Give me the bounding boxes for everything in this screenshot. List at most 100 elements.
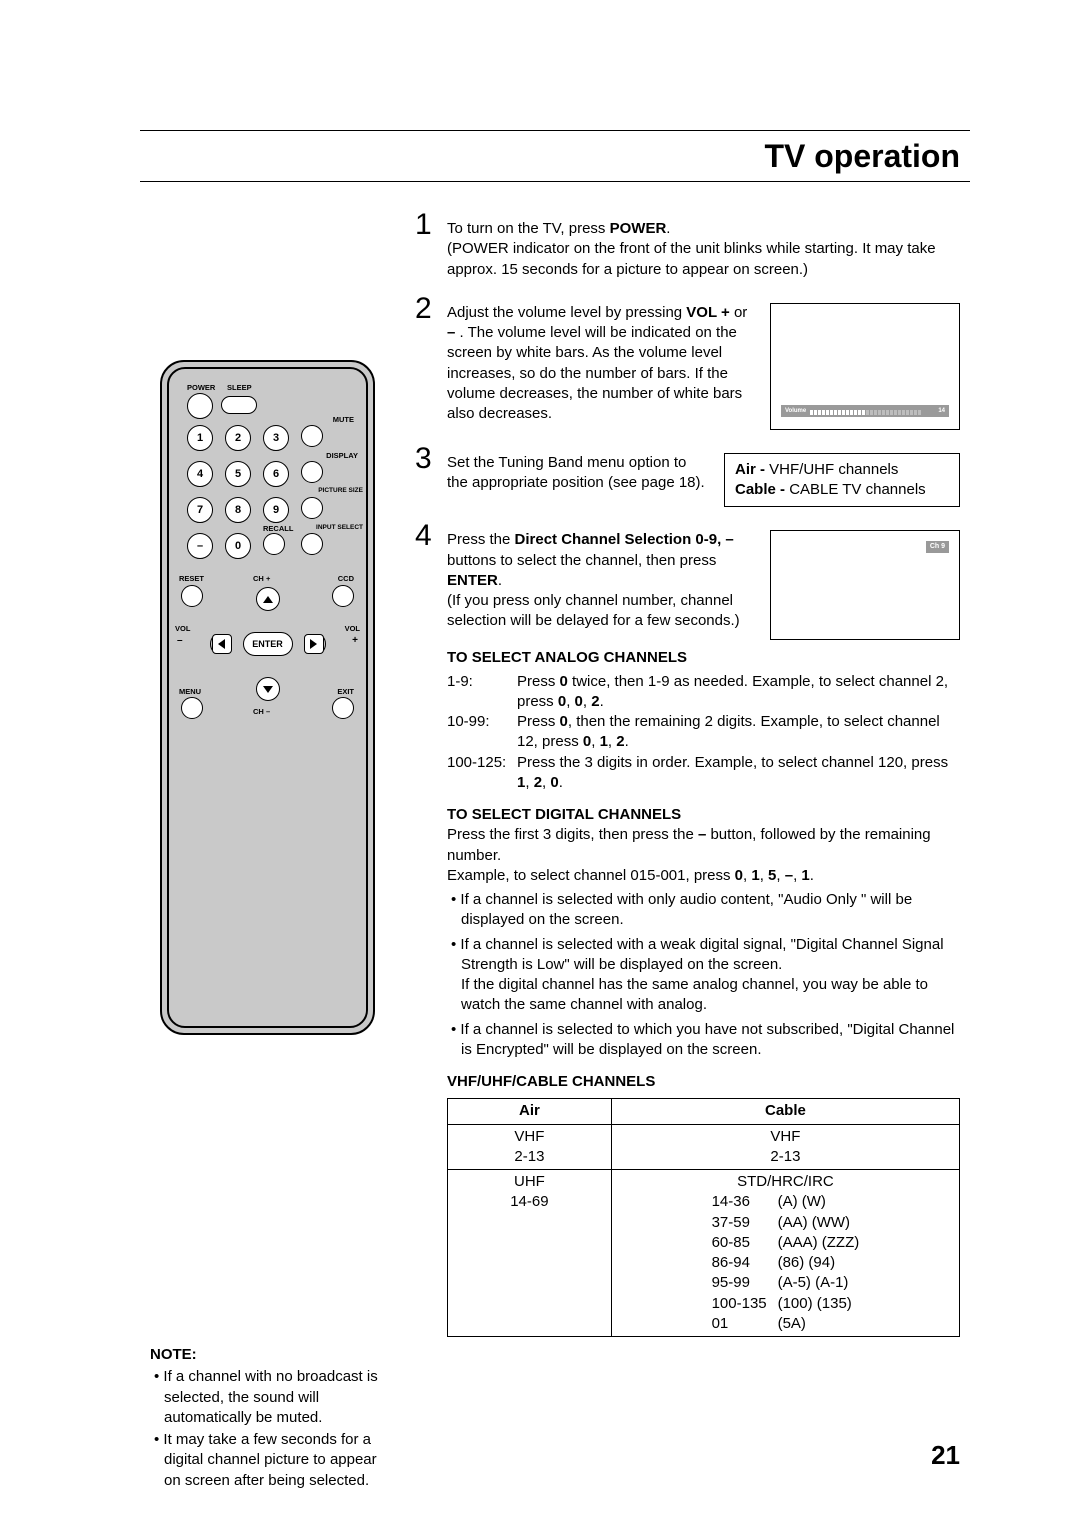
ch-down-button[interactable]: [256, 677, 280, 701]
voln-label: VOL: [175, 624, 190, 634]
step-1: 1 To turn on the TV, press POWER. (POWER…: [415, 210, 960, 280]
num-4-button[interactable]: 4: [187, 461, 213, 487]
sleep-label: SLEEP: [227, 383, 252, 393]
a-r3-txt: Press the 3 digits in order. Example, to…: [517, 753, 960, 794]
page-number: 21: [931, 1438, 960, 1473]
volume-screen: Volume 14: [770, 303, 960, 430]
band-box: Air - VHF/UHF channels Cable - CABLE TV …: [724, 453, 960, 508]
vhf-heading: VHF/UHF/CABLE CHANNELS: [447, 1072, 960, 1092]
s4-a: Press the: [447, 531, 515, 548]
digital-heading: TO SELECT DIGITAL CHANNELS: [447, 805, 960, 825]
exit-label: EXIT: [337, 687, 354, 697]
ch-tag: Ch 9: [926, 541, 949, 552]
s1-text-d: (POWER indicator on the front of the uni…: [447, 239, 960, 280]
input-button[interactable]: [301, 533, 323, 555]
digital-b3: If a channel is selected to which you ha…: [447, 1020, 960, 1061]
num-5-button[interactable]: 5: [225, 461, 251, 487]
sleep-button[interactable]: [221, 396, 257, 414]
channel-screen: Ch 9: [770, 530, 960, 640]
a-r2-lbl: 10-99:: [447, 712, 517, 753]
voln-sign: –: [177, 634, 183, 648]
power-label: POWER: [187, 383, 215, 393]
right-column: 1 To turn on the TV, press POWER. (POWER…: [415, 210, 960, 1491]
enter-button[interactable]: ENTER: [243, 632, 293, 656]
display-button[interactable]: [301, 461, 323, 483]
ch-up-button[interactable]: [256, 587, 280, 611]
title-bar: TV operation: [140, 130, 970, 182]
band2b: CABLE TV channels: [789, 481, 925, 498]
vol-up-button[interactable]: [304, 634, 324, 654]
analog-list: 1-9:Press 0 twice, then 1-9 as needed. E…: [447, 672, 960, 794]
dpad: ENTER: [198, 585, 338, 703]
band2a: Cable -: [735, 481, 789, 498]
s1-text-b: POWER: [610, 220, 667, 237]
air-uhf: UHF14-69: [448, 1170, 612, 1337]
s4-b: Direct Channel Selection 0-9, –: [515, 531, 734, 548]
vol-label: Volume: [785, 407, 806, 415]
s4-d: ENTER: [447, 572, 498, 589]
a-r1-txt: Press 0 twice, then 1-9 as needed. Examp…: [517, 672, 960, 713]
digital-b2: If a channel is selected with a weak dig…: [447, 935, 960, 1016]
num-2-button[interactable]: 2: [225, 425, 251, 451]
a-r1-lbl: 1-9:: [447, 672, 517, 713]
mute-button[interactable]: [301, 425, 323, 447]
cable-std: STD/HRC/IRC 14-36(A) (W)37-59(AA) (WW)60…: [611, 1170, 959, 1337]
a-r3-lbl: 100-125:: [447, 753, 517, 794]
note-2: It may take a few seconds for a digital …: [150, 1430, 385, 1491]
s4-f: (If you press only channel number, chann…: [447, 591, 756, 632]
band1b: VHF/UHF channels: [769, 461, 898, 478]
step-3: 3 Set the Tuning Band menu option to the…: [415, 444, 960, 508]
remote-control: POWER SLEEP MUTE 1 2 3 DISPLAY 4 5 6 PIC…: [160, 360, 375, 1035]
dash-button[interactable]: –: [187, 533, 213, 559]
note-section: NOTE: If a channel with no broadcast is …: [150, 1345, 385, 1491]
s2-a: Adjust the volume level by pressing: [447, 304, 686, 321]
s3-text: Set the Tuning Band menu option to the a…: [447, 453, 710, 494]
reset-label: RESET: [179, 574, 204, 584]
num-8-button[interactable]: 8: [225, 497, 251, 523]
num-6-button[interactable]: 6: [263, 461, 289, 487]
s2-e: . The volume level will be indicated on …: [447, 324, 742, 422]
step-2: 2 Adjust the volume level by pressing VO…: [415, 294, 960, 430]
chm-label: CH –: [253, 707, 270, 717]
vol-segments: [810, 401, 922, 421]
recall-label: RECALL: [263, 524, 293, 534]
s1-text-c: .: [666, 220, 670, 237]
s2-b: VOL +: [686, 304, 730, 321]
note-1: If a channel with no broadcast is select…: [150, 1367, 385, 1428]
power-button[interactable]: [187, 393, 213, 419]
vol-down-button[interactable]: [212, 634, 232, 654]
page-title: TV operation: [140, 135, 970, 178]
num-3-button[interactable]: 3: [263, 425, 289, 451]
digital-p2: Example, to select channel 015-001, pres…: [447, 866, 960, 886]
s4-e: .: [498, 572, 502, 589]
vol-value: 14: [938, 407, 945, 415]
channel-table: AirCable VHF2-13 VHF2-13 UHF14-69 STD/HR…: [447, 1098, 960, 1337]
display-label: DISPLAY: [326, 451, 358, 461]
volp-label: VOL: [345, 624, 360, 634]
band1a: Air -: [735, 461, 769, 478]
a-r2-txt: Press 0, then the remaining 2 digits. Ex…: [517, 712, 960, 753]
picsize-button[interactable]: [301, 497, 323, 519]
analog-heading: TO SELECT ANALOG CHANNELS: [447, 648, 960, 668]
s2-c: or: [730, 304, 748, 321]
step-3-num: 3: [415, 444, 437, 508]
num-9-button[interactable]: 9: [263, 497, 289, 523]
note-heading: NOTE:: [150, 1345, 385, 1365]
num-7-button[interactable]: 7: [187, 497, 213, 523]
step-1-num: 1: [415, 210, 437, 280]
s1-text-a: To turn on the TV, press: [447, 220, 610, 237]
mute-label: MUTE: [333, 415, 354, 425]
num-0-button[interactable]: 0: [225, 533, 251, 559]
ccd-label: CCD: [338, 574, 354, 584]
input-label: INPUT SELECT: [316, 524, 363, 533]
chp-label: CH +: [253, 574, 270, 584]
left-column: POWER SLEEP MUTE 1 2 3 DISPLAY 4 5 6 PIC…: [150, 210, 385, 1491]
main-layout: POWER SLEEP MUTE 1 2 3 DISPLAY 4 5 6 PIC…: [150, 210, 960, 1491]
recall-button[interactable]: [263, 533, 285, 555]
cable-vhf: VHF2-13: [611, 1124, 959, 1170]
s4-c: buttons to select the channel, then pres…: [447, 552, 716, 569]
step-2-num: 2: [415, 294, 437, 430]
num-1-button[interactable]: 1: [187, 425, 213, 451]
step-4: 4 Press the Direct Channel Selection 0-9…: [415, 521, 960, 1337]
digital-b1: If a channel is selected with only audio…: [447, 890, 960, 931]
